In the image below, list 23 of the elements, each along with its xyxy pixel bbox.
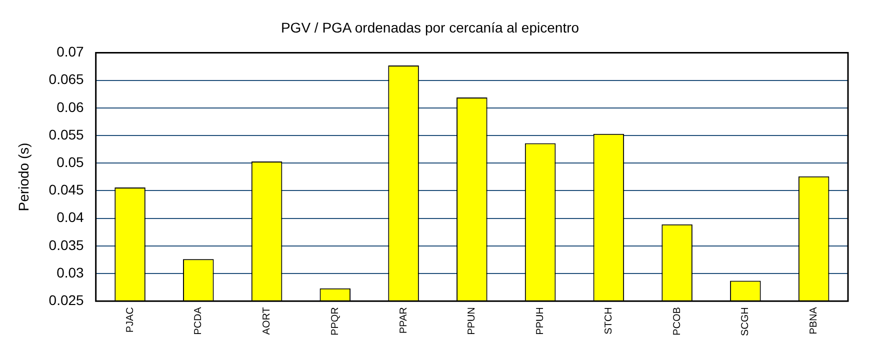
x-tick-label: PCDA <box>193 306 204 335</box>
y-tick-label: 0.07 <box>56 44 84 60</box>
y-tick-label: 0.04 <box>56 209 84 226</box>
x-tick-label: AORT <box>262 307 273 335</box>
y-tick-label: 0.055 <box>48 126 84 142</box>
x-tick-label: PPUH <box>535 307 546 335</box>
x-tick-label: PCOB <box>672 306 683 336</box>
x-tick-label: PPUN <box>466 307 478 335</box>
y-tick-label: 0.06 <box>56 98 84 115</box>
y-tick-label: 0.045 <box>48 182 84 198</box>
x-tick-label: PPAR <box>398 307 410 334</box>
y-tick-label: 0.05 <box>56 154 84 170</box>
x-tick-label: SCGH <box>740 307 752 336</box>
x-tick-label: PBNA <box>808 306 820 334</box>
y-axis-title: Periodo (s) <box>15 142 32 212</box>
y-tick-label: 0.025 <box>48 292 84 308</box>
y-tick-label: 0.035 <box>48 236 84 253</box>
y-tick-label: 0.065 <box>48 71 84 88</box>
x-tick-label: PJAC <box>124 307 136 333</box>
x-tick-label: PPQR <box>330 307 341 336</box>
y-tick-label: 0.03 <box>56 264 84 280</box>
x-tick-label: STCH <box>603 307 614 334</box>
chart-title: PGV / PGA ordenadas por cercanía al epicentro <box>280 19 580 36</box>
